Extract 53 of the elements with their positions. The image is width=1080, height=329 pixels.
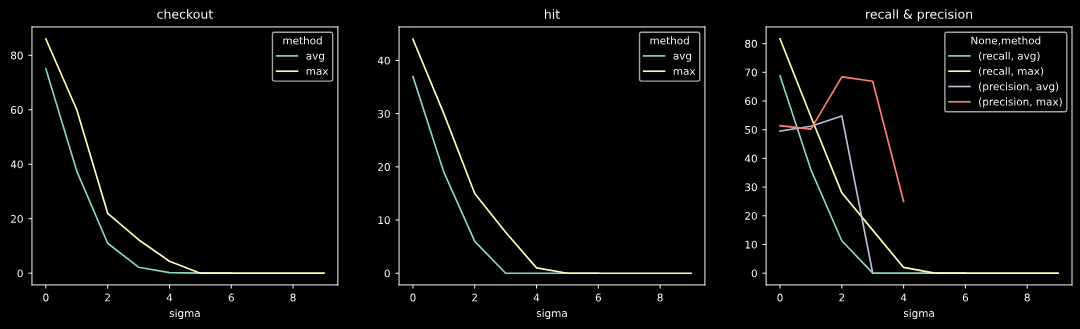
x-tick-label: 4: [166, 293, 173, 302]
x-tick-label: 2: [472, 293, 478, 302]
x-tick-label: 0: [43, 293, 49, 302]
legend-label: max: [673, 69, 696, 75]
y-tick-label: 40: [10, 160, 23, 169]
y-tick-label: 20: [378, 163, 390, 171]
x-tick-label: 6: [228, 293, 234, 302]
y-tick-label: 20: [745, 211, 757, 220]
chart-title: hit: [544, 9, 560, 19]
x-tick-label: 4: [900, 293, 907, 302]
y-tick-label: 10: [378, 216, 390, 225]
y-tick-label: 60: [745, 97, 757, 106]
y-tick-label: 0: [751, 269, 757, 278]
x-tick-label: 4: [533, 293, 540, 302]
x-tick-label: 2: [105, 293, 110, 302]
legend-label: (recall, max): [979, 66, 1044, 77]
y-tick-label: 0: [384, 269, 390, 278]
chart-title: checkout: [157, 9, 213, 19]
y-tick-label: 80: [745, 39, 757, 48]
legend-title: None,method: [971, 36, 1041, 46]
y-tick-label: 70: [745, 68, 757, 77]
y-tick-label: 80: [10, 51, 23, 60]
legend-label: (recall, avg): [979, 51, 1040, 62]
legend-label: (precision, avg): [979, 82, 1059, 93]
y-tick-label: 60: [10, 106, 23, 114]
x-tick-label: 8: [657, 293, 663, 302]
y-tick-label: 30: [378, 109, 390, 118]
x-axis-title: sigma: [169, 309, 200, 320]
chart-title: recall & precision: [866, 9, 973, 22]
legend-label: avg: [673, 53, 692, 62]
x-tick-label: 6: [962, 293, 969, 302]
x-axis-title: sigma: [536, 309, 567, 320]
y-tick-label: 40: [377, 56, 390, 65]
legend-title: method: [283, 36, 322, 45]
y-tick-label: 50: [745, 125, 757, 134]
x-tick-label: 0: [777, 293, 783, 302]
legend-label: avg: [306, 53, 325, 62]
y-tick-label: 30: [745, 183, 757, 192]
line-series: [779, 115, 874, 274]
legend-label: (precision, max): [979, 97, 1062, 108]
x-tick-label: 6: [595, 293, 601, 302]
legend-label: max: [306, 69, 329, 75]
x-tick-label: 8: [290, 293, 296, 302]
x-tick-label: 0: [410, 293, 416, 302]
y-tick-label: 40: [744, 154, 757, 163]
legend-title: method: [650, 36, 689, 45]
y-tick-label: 10: [745, 240, 757, 249]
y-tick-label: 0: [17, 269, 23, 278]
x-tick-label: 8: [1024, 293, 1030, 302]
line-series: [779, 76, 905, 203]
y-tick-label: 20: [11, 214, 23, 223]
x-tick-label: 2: [839, 293, 845, 302]
x-axis-title: sigma: [903, 309, 934, 320]
